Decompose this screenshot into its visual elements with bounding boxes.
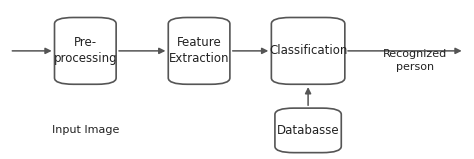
Text: Recognized
person: Recognized person bbox=[383, 49, 447, 72]
FancyBboxPatch shape bbox=[55, 17, 116, 84]
Text: Pre-
processing: Pre- processing bbox=[54, 36, 117, 65]
Text: Input Image: Input Image bbox=[52, 125, 119, 135]
Text: Databasse: Databasse bbox=[277, 124, 339, 137]
FancyBboxPatch shape bbox=[271, 17, 345, 84]
FancyBboxPatch shape bbox=[168, 17, 230, 84]
Text: Feature
Extraction: Feature Extraction bbox=[169, 36, 229, 65]
Text: Classification: Classification bbox=[269, 44, 347, 57]
FancyBboxPatch shape bbox=[275, 108, 341, 153]
